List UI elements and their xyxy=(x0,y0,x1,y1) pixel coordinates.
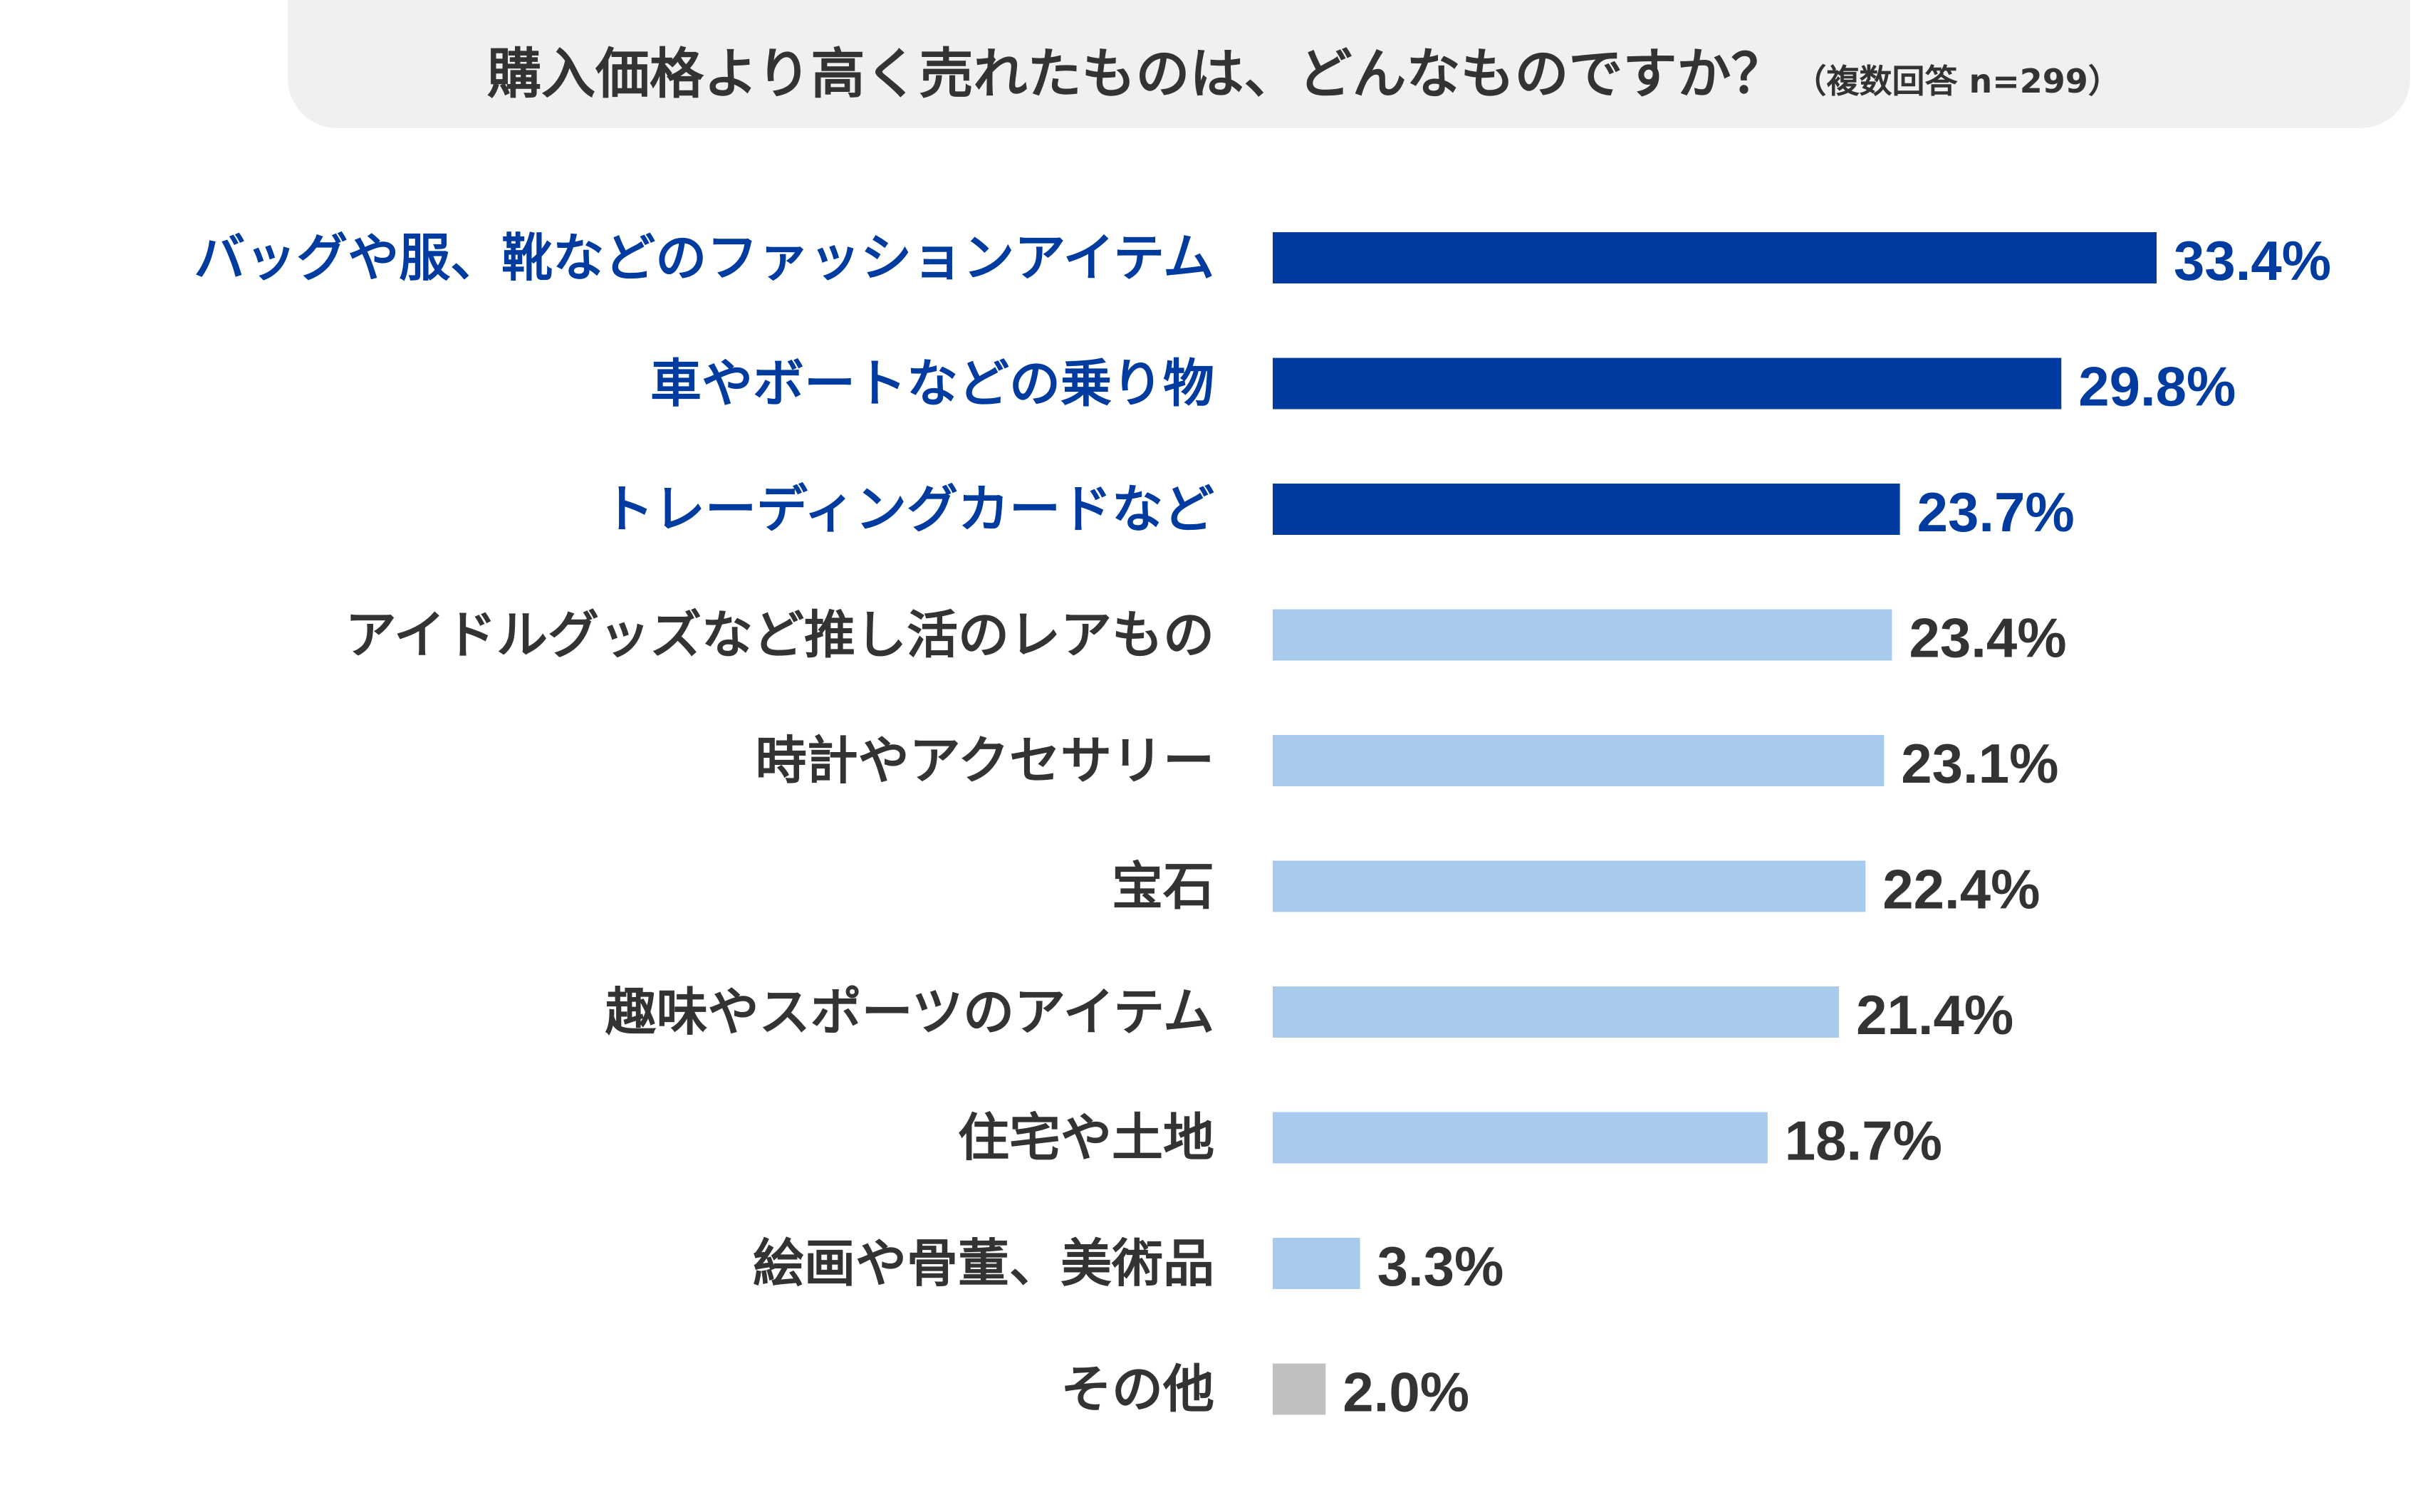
bar xyxy=(1273,232,2157,283)
category-label: 住宅や土地 xyxy=(958,1108,1214,1168)
category-label: 絵画や骨董、美術品 xyxy=(753,1234,1214,1293)
value-label: 23.4% xyxy=(1909,607,2066,669)
bar xyxy=(1273,860,1866,912)
bar xyxy=(1273,484,1900,535)
category-label: 車やボートなどの乗り物 xyxy=(650,354,1214,414)
category-label: 趣味やスポーツのアイテム xyxy=(605,982,1214,1042)
bar xyxy=(1273,358,2062,410)
value-label: 21.4% xyxy=(1856,984,2013,1046)
value-label: 22.4% xyxy=(1882,858,2040,921)
category-label: バッグや服、靴などのファッションアイテム xyxy=(194,228,1214,288)
category-label: その他 xyxy=(1060,1360,1214,1419)
chart-title-sub: （複数回答 n=299） xyxy=(1793,62,2121,100)
bar xyxy=(1273,1112,1768,1164)
title-banner: 購入価格より高く売れたものは、どんなものですか？ （複数回答 n=299） xyxy=(288,0,2410,128)
category-label: 時計やアクセサリー xyxy=(756,731,1214,791)
bar xyxy=(1273,1363,1326,1415)
value-label: 23.7% xyxy=(1917,481,2075,543)
value-label: 29.8% xyxy=(2078,355,2236,418)
bar xyxy=(1273,609,1892,661)
chart-title-main: 購入価格より高く売れたものは、どんなものですか？ xyxy=(487,42,1786,105)
bar xyxy=(1273,1238,1360,1289)
chart-title: 購入価格より高く売れたものは、どんなものですか？ （複数回答 n=299） xyxy=(487,30,2121,108)
bar xyxy=(1273,735,1885,786)
bar xyxy=(1273,986,1840,1038)
value-label: 23.1% xyxy=(1901,732,2058,795)
value-label: 18.7% xyxy=(1785,1110,1942,1172)
value-label: 2.0% xyxy=(1343,1361,1469,1424)
value-label: 33.4% xyxy=(2174,229,2331,292)
category-label: トレーディングカードなど xyxy=(603,479,1214,539)
category-label: アイドルグッズなど推し活のレアもの xyxy=(345,605,1214,665)
value-label: 3.3% xyxy=(1377,1235,1504,1298)
category-label: 宝石 xyxy=(1112,857,1214,917)
